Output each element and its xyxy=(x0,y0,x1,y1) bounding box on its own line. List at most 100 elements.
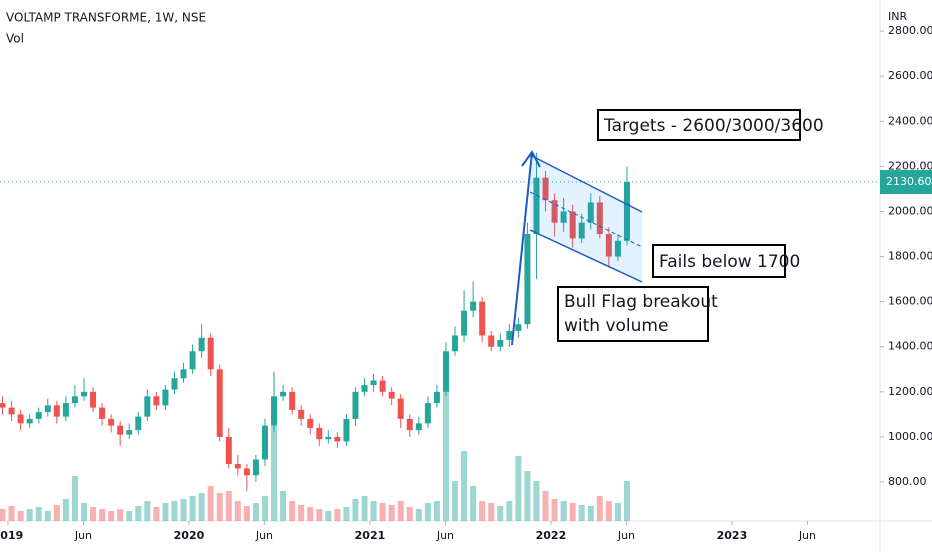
candle-body xyxy=(569,211,576,239)
candle-body xyxy=(316,427,323,440)
volume-bar xyxy=(90,507,97,521)
volume-bar xyxy=(234,501,241,521)
volume-bar xyxy=(289,501,296,521)
volume-bar xyxy=(560,501,567,521)
candle-body xyxy=(352,391,359,419)
candle-body xyxy=(162,389,169,406)
volume-bar xyxy=(488,503,495,521)
volume-bar xyxy=(551,499,558,521)
pole-arrow xyxy=(511,151,533,346)
candle-body xyxy=(442,351,449,392)
volume-bar xyxy=(542,491,549,521)
annotation-box xyxy=(652,244,786,278)
volume-bar xyxy=(8,506,15,521)
candle-body xyxy=(397,398,404,419)
candle-body xyxy=(90,391,97,408)
candle-body xyxy=(144,396,151,417)
candle-body xyxy=(53,405,60,417)
candle-body xyxy=(271,396,278,426)
candle-body xyxy=(506,330,513,340)
candle-body xyxy=(117,425,124,435)
candle-body xyxy=(488,335,495,347)
volume-bar xyxy=(126,511,133,521)
candle-body xyxy=(171,378,178,390)
volume-bar xyxy=(452,481,459,521)
y-tick-label: 1800.00 xyxy=(888,250,932,263)
candle-body xyxy=(289,391,296,410)
candle-body xyxy=(108,418,115,426)
candle-body xyxy=(207,337,214,370)
volume-bar xyxy=(298,505,305,521)
candle-body xyxy=(225,436,232,464)
annotation-text: Targets - 2600/3000/3600 xyxy=(603,116,824,136)
candle-body xyxy=(26,418,33,424)
volume-bar xyxy=(524,471,531,521)
x-tick-label: 2022 xyxy=(536,529,567,542)
symbol-title: VOLTAMP TRANSFORME, 1W, NSE xyxy=(6,11,206,25)
marks xyxy=(0,152,880,521)
volume-bar xyxy=(207,486,214,521)
volume-bar xyxy=(623,481,630,521)
candle-body xyxy=(605,234,612,257)
x-tick-label: Jun xyxy=(255,529,273,542)
volume-bar xyxy=(433,501,440,521)
y-tick-label: 1000.00 xyxy=(888,430,932,443)
candle-body xyxy=(596,202,603,235)
volume-bar xyxy=(406,507,413,521)
x-tick-label: 2023 xyxy=(717,529,748,542)
volume-bar xyxy=(479,501,486,521)
x-tick-label: Jun xyxy=(798,529,816,542)
y-tick-label: 2000.00 xyxy=(888,204,932,217)
annotation-text: Fails below 1700 xyxy=(659,252,800,272)
candle-body xyxy=(62,403,69,417)
candle-body xyxy=(542,177,549,201)
volume-bar xyxy=(397,501,404,521)
volume-bar xyxy=(515,456,522,521)
volume-bar xyxy=(334,509,341,521)
volume-bar xyxy=(171,501,178,521)
volume-bar xyxy=(361,496,368,521)
candle-body xyxy=(99,407,106,419)
volume-bar xyxy=(162,503,169,521)
volume-bar xyxy=(587,506,594,521)
volume-bar xyxy=(424,503,431,521)
last-price-tag xyxy=(880,170,932,195)
x-tick-label: 2021 xyxy=(355,529,386,542)
x-tick-label: 2019 xyxy=(0,529,23,542)
candle-body xyxy=(44,405,51,413)
volume-bar xyxy=(17,511,24,521)
volume-bar xyxy=(596,496,603,521)
volume-bar xyxy=(44,511,51,521)
candle-body xyxy=(189,351,196,370)
y-tick-label: 1600.00 xyxy=(888,295,932,308)
volume-bar xyxy=(0,509,6,521)
volume-bar xyxy=(225,491,232,521)
candle-body xyxy=(334,436,341,442)
candle-body xyxy=(325,436,332,440)
x-tick-label: 2020 xyxy=(174,529,205,542)
volume-bar xyxy=(569,503,576,521)
volume-bar xyxy=(379,503,386,521)
volume-bar xyxy=(280,491,287,521)
candle-body xyxy=(198,337,205,352)
x-tick-label: Jun xyxy=(617,529,635,542)
volume-bar xyxy=(35,507,42,521)
candle-body xyxy=(479,301,486,336)
candle-body xyxy=(461,310,468,336)
volume-bar xyxy=(614,503,621,521)
y-tick-label: 800.00 xyxy=(888,475,927,488)
candle-body xyxy=(17,414,24,424)
annotation-text: with volume xyxy=(564,316,668,336)
volume-bar xyxy=(62,499,69,521)
volume-bar xyxy=(144,501,151,521)
candle-body xyxy=(515,324,522,331)
candle-body xyxy=(424,403,431,424)
annotation-box xyxy=(597,109,801,141)
volume-bar xyxy=(370,501,377,521)
y-tick-label: 1200.00 xyxy=(888,385,932,398)
candle-body xyxy=(298,409,305,419)
volume-bar xyxy=(198,493,205,521)
candle-body xyxy=(8,407,15,415)
volume-bar xyxy=(470,486,477,521)
volume-bar xyxy=(325,511,332,521)
